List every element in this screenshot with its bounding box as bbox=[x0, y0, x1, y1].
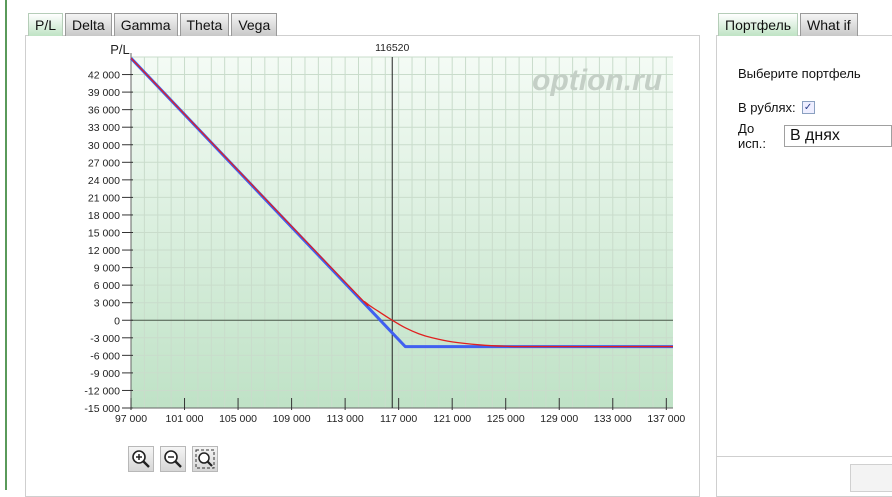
tab-vega[interactable]: Vega bbox=[231, 13, 278, 36]
panel-button[interactable] bbox=[850, 464, 892, 492]
x-tick-label: 117 000 bbox=[380, 413, 417, 425]
x-tick-label: 109 000 bbox=[273, 413, 311, 425]
zoom-in-button[interactable] bbox=[128, 446, 154, 472]
window-edge bbox=[5, 0, 7, 490]
y-tick-label: 36 000 bbox=[88, 105, 120, 117]
zoom-selection-icon bbox=[195, 449, 215, 469]
y-tick-label: 21 000 bbox=[88, 192, 120, 204]
zoom-out-icon bbox=[164, 450, 182, 468]
tab-theta[interactable]: Theta bbox=[179, 13, 230, 36]
zoom-in-icon bbox=[132, 450, 150, 468]
y-tick-label: -12 000 bbox=[84, 385, 120, 397]
pl-chart[interactable]: option.ru P/L 42 000 39 000 36 000 33 000 30 0… bbox=[26, 36, 698, 436]
x-tick-label: 121 000 bbox=[433, 413, 471, 425]
y-tick-label: 18 000 bbox=[88, 210, 120, 222]
y-axis-label: P/L bbox=[110, 42, 130, 57]
tab-p-l[interactable]: P/L bbox=[28, 13, 64, 36]
y-tick-label: -15 000 bbox=[84, 403, 120, 415]
chart-tabs: P/L Delta Gamma Theta Vega bbox=[28, 13, 278, 36]
x-tick-label: 137 000 bbox=[647, 413, 685, 425]
y-tick-label: 42 000 bbox=[88, 70, 120, 82]
y-tick-label: 6 000 bbox=[94, 280, 120, 292]
y-tick-label: 39 000 bbox=[88, 87, 120, 99]
x-tick-label: 113 000 bbox=[327, 413, 364, 425]
rubles-label: В рублях: bbox=[738, 100, 796, 115]
price-marker-label: 116520 bbox=[375, 42, 409, 54]
x-tick-label: 133 000 bbox=[594, 413, 632, 425]
expiry-label: До исп.: bbox=[738, 121, 767, 151]
y-tick-label: 33 000 bbox=[88, 122, 120, 134]
y-tick-label: -6 000 bbox=[90, 350, 120, 362]
x-tick-label: 101 000 bbox=[166, 413, 204, 425]
watermark: option.ru bbox=[532, 64, 662, 97]
tab-what-if[interactable]: What if bbox=[800, 13, 858, 36]
y-tick-label: 27 000 bbox=[88, 157, 120, 169]
expiry-select[interactable]: В днях bbox=[783, 125, 892, 147]
zoom-out-button[interactable] bbox=[160, 446, 186, 472]
y-tick-label: 15 000 bbox=[88, 228, 120, 240]
tab-delta[interactable]: Delta bbox=[65, 13, 112, 36]
y-tick-label: 12 000 bbox=[88, 245, 120, 257]
tab-gamma[interactable]: Gamma bbox=[113, 13, 178, 36]
x-tick-label: 97 000 bbox=[115, 413, 147, 425]
x-tick-label: 125 000 bbox=[487, 413, 525, 425]
y-tick-label: -9 000 bbox=[90, 368, 120, 380]
select-portfolio-label: Выберите портфель bbox=[738, 66, 861, 81]
y-tick-label: 30 000 bbox=[88, 140, 120, 152]
y-tick-label: 0 bbox=[114, 315, 120, 327]
y-tick-label: 3 000 bbox=[94, 298, 120, 310]
tab-портфель[interactable]: Портфель bbox=[718, 13, 799, 36]
y-tick-label: 9 000 bbox=[94, 263, 120, 275]
side-tabs: Портфель What if bbox=[718, 13, 858, 36]
y-tick-label: -3 000 bbox=[90, 333, 120, 345]
zoom-selection-button[interactable] bbox=[192, 446, 218, 472]
x-tick-label: 105 000 bbox=[219, 413, 257, 425]
pl-current-line bbox=[130, 57, 674, 348]
y-tick-label: 24 000 bbox=[88, 175, 120, 187]
rubles-checkbox[interactable]: ✓ bbox=[801, 101, 815, 114]
divider bbox=[717, 456, 892, 457]
x-tick-label: 129 000 bbox=[540, 413, 578, 425]
